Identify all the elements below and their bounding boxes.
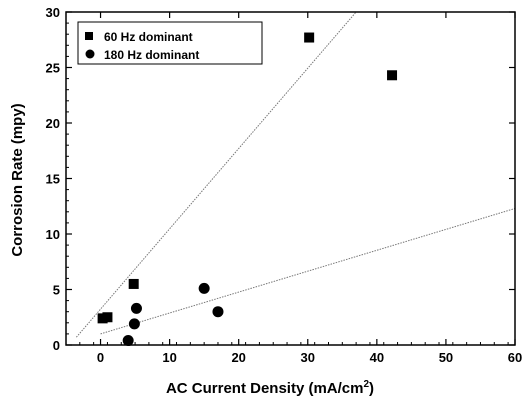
legend-square-marker — [85, 32, 93, 40]
legend-label-60hz: 60 Hz dominant — [104, 30, 193, 44]
y-tick-label: 30 — [46, 5, 60, 20]
x-tick-label: 0 — [97, 350, 104, 365]
y-tick-label: 10 — [46, 227, 60, 242]
x-tick-label: 20 — [231, 350, 245, 365]
x-axis-title-suffix: ) — [369, 380, 374, 397]
point-180hz — [128, 318, 140, 330]
point-180hz — [122, 335, 134, 347]
point-180hz — [130, 302, 142, 314]
y-tick-label: 25 — [46, 61, 60, 76]
point-60hz — [128, 278, 139, 289]
plot-area — [75, 11, 516, 347]
trendline-60hz — [75, 11, 357, 338]
point-60hz — [387, 70, 398, 81]
axes: 0 10 20 30 40 50 60 0 5 10 15 20 25 30 — [46, 5, 523, 365]
legend-circle-marker — [85, 49, 95, 59]
legend-box — [77, 21, 263, 65]
point-180hz — [212, 306, 224, 318]
y-tick-label: 20 — [46, 116, 60, 131]
x-tick-label: 50 — [439, 350, 453, 365]
trendline-180hz — [100, 207, 516, 335]
x-tick-label: 10 — [162, 350, 176, 365]
point-60hz — [102, 312, 113, 323]
x-axis-title-main: AC Current Density (mA/cm — [166, 380, 364, 397]
y-tick-label: 15 — [46, 172, 60, 187]
x-axis-title-superscript: 2 — [363, 379, 369, 390]
point-60hz — [304, 32, 315, 43]
legend: 60 Hz dominant 180 Hz dominant — [77, 21, 263, 65]
legend-label-180hz: 180 Hz dominant — [104, 48, 199, 62]
point-180hz — [198, 282, 210, 294]
y-tick-label: 0 — [53, 338, 60, 353]
x-tick-label: 40 — [370, 350, 384, 365]
x-tick-label: 30 — [301, 350, 315, 365]
y-axis-title: Corrosion Rate (mpy) — [9, 103, 26, 256]
x-axis-title: AC Current Density (mA/cm2) — [166, 379, 374, 397]
x-tick-label: 60 — [508, 350, 522, 365]
y-tick-label: 5 — [53, 283, 60, 298]
